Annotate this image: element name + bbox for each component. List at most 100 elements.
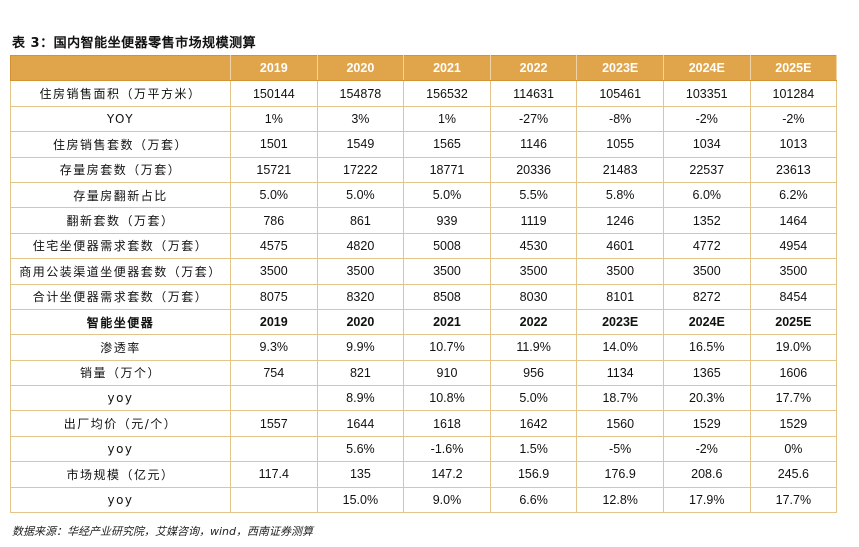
table-cell: 8101	[576, 284, 664, 310]
table-row: yoy 8.9% 10.8% 5.0% 18.7% 20.3% 17.7%	[10, 385, 838, 412]
table-cell: 4772	[663, 233, 751, 260]
table-cell: 156532	[403, 80, 491, 107]
table-cell: 16.5%	[663, 334, 751, 361]
row-label: 翻新套数（万套）	[10, 207, 231, 234]
table-cell: 3500	[403, 258, 491, 285]
table-cell: 1055	[576, 131, 664, 158]
table-cell: 17.7%	[750, 385, 838, 412]
row-label: 市场规模（亿元）	[10, 461, 231, 488]
table-cell: 4575	[230, 233, 318, 260]
table-cell: 8508	[403, 284, 491, 310]
header-cell: 2021	[403, 54, 491, 82]
table-cell: 786	[230, 207, 318, 234]
table-cell: 5.0%	[317, 182, 405, 209]
table-cell: 5.0%	[403, 182, 491, 209]
table-cell: 6.2%	[750, 182, 838, 209]
table-cell: 20.3%	[663, 385, 751, 412]
row-label: yoy	[10, 487, 231, 514]
table-cell: 754	[230, 360, 318, 387]
table-cell: 956	[490, 360, 578, 387]
table-cell	[230, 436, 318, 463]
table-cell: 3500	[663, 258, 751, 285]
table-cell: 17.7%	[750, 487, 838, 514]
table-cell: 8272	[663, 284, 751, 310]
table-cell: 10.8%	[403, 385, 491, 412]
table-cell: 135	[317, 461, 405, 488]
row-label: yoy	[10, 436, 231, 463]
subheader-cell: 2021	[403, 308, 491, 336]
table-row: 渗透率 9.3% 9.9% 10.7% 11.9% 14.0% 16.5% 19.0%	[10, 334, 838, 361]
table-cell: 1644	[317, 410, 405, 437]
table-row: 出厂均价（元/个） 1557 1644 1618 1642 1560 1529 1529	[10, 410, 838, 437]
table-cell: 1%	[230, 106, 318, 133]
subheader-cell: 2025E	[750, 308, 838, 336]
table-cell: 4820	[317, 233, 405, 260]
table-cell: -2%	[750, 106, 838, 133]
table-cell: 23613	[750, 157, 838, 183]
table-cell: 821	[317, 360, 405, 387]
row-label: 住房销售套数（万套）	[10, 131, 231, 158]
table-row: 销量（万个） 754 821 910 956 1134 1365 1606	[10, 360, 838, 387]
table-cell: 101284	[750, 80, 838, 107]
table-cell: 105461	[576, 80, 664, 107]
header-cell: 2019	[230, 54, 318, 82]
table-cell: 15721	[230, 157, 318, 183]
table-cell: 9.9%	[317, 334, 405, 361]
table-cell: -2%	[663, 436, 751, 463]
table-cell: 1606	[750, 360, 838, 387]
header-cell: 2024E	[663, 54, 751, 82]
subheader-cell: 2020	[317, 308, 405, 336]
table-cell: -5%	[576, 436, 664, 463]
table-cell: 1618	[403, 410, 491, 437]
table-cell: 8454	[750, 284, 838, 310]
table-cell: 8030	[490, 284, 578, 310]
row-label: 存量房翻新占比	[10, 182, 231, 209]
table-cell: 19.0%	[750, 334, 838, 361]
table-cell: 20336	[490, 157, 578, 183]
row-label: 出厂均价（元/个）	[10, 410, 231, 437]
table-cell: 18.7%	[576, 385, 664, 412]
header-cell: 2023E	[576, 54, 664, 82]
table-cell: 6.0%	[663, 182, 751, 209]
table-cell: 8320	[317, 284, 405, 310]
table-cell: 910	[403, 360, 491, 387]
table-cell: 12.8%	[576, 487, 664, 514]
table-cell: 21483	[576, 157, 664, 183]
header-cell: 2020	[317, 54, 405, 82]
row-label: YOY	[10, 106, 231, 133]
table-cell: 245.6	[750, 461, 838, 488]
table-cell: 4954	[750, 233, 838, 260]
table-cell: 147.2	[403, 461, 491, 488]
table-cell: 3500	[230, 258, 318, 285]
row-label: yoy	[10, 385, 231, 412]
table-cell: 1146	[490, 131, 578, 158]
row-label: 住宅坐便器需求套数（万套）	[10, 233, 231, 260]
table-row: yoy 5.6% -1.6% 1.5% -5% -2% 0%	[10, 436, 838, 463]
header-cell	[10, 54, 231, 82]
table-cell: 17.9%	[663, 487, 751, 514]
table-cell: 1013	[750, 131, 838, 158]
table-row: 住房销售套数（万套） 1501 1549 1565 1146 1055 1034 1013	[10, 131, 838, 158]
table-subheader-row: 智能坐便器 2019 2020 2021 2022 2023E 2024E 20…	[10, 308, 838, 336]
table-cell: 1501	[230, 131, 318, 158]
table-cell: 114631	[490, 80, 578, 107]
table-cell: 117.4	[230, 461, 318, 488]
table-cell: 1557	[230, 410, 318, 437]
subheader-cell: 2024E	[663, 308, 751, 336]
row-label: 合计坐便器需求套数（万套）	[10, 284, 231, 310]
table-cell: 11.9%	[490, 334, 578, 361]
row-label: 住房销售面积（万平方米）	[10, 80, 231, 107]
table-cell: 1.5%	[490, 436, 578, 463]
table-row: YOY 1% 3% 1% -27% -8% -2% -2%	[10, 106, 838, 133]
table-cell: 208.6	[663, 461, 751, 488]
row-label: 商用公装渠道坐便器套数（万套）	[10, 258, 231, 285]
table-title: 表 3：国内智能坐便器零售市场规模测算	[12, 36, 257, 51]
table-row: 商用公装渠道坐便器套数（万套） 3500 3500 3500 3500 3500 3500 3…	[10, 258, 838, 285]
table-cell: 1119	[490, 207, 578, 234]
table-row: 住宅坐便器需求套数（万套） 4575 4820 5008 4530 4601 4772 495…	[10, 233, 838, 260]
table-cell: 176.9	[576, 461, 664, 488]
row-label: 销量（万个）	[10, 360, 231, 387]
table-cell: 103351	[663, 80, 751, 107]
table-cell: 156.9	[490, 461, 578, 488]
table-cell: 1529	[663, 410, 751, 437]
